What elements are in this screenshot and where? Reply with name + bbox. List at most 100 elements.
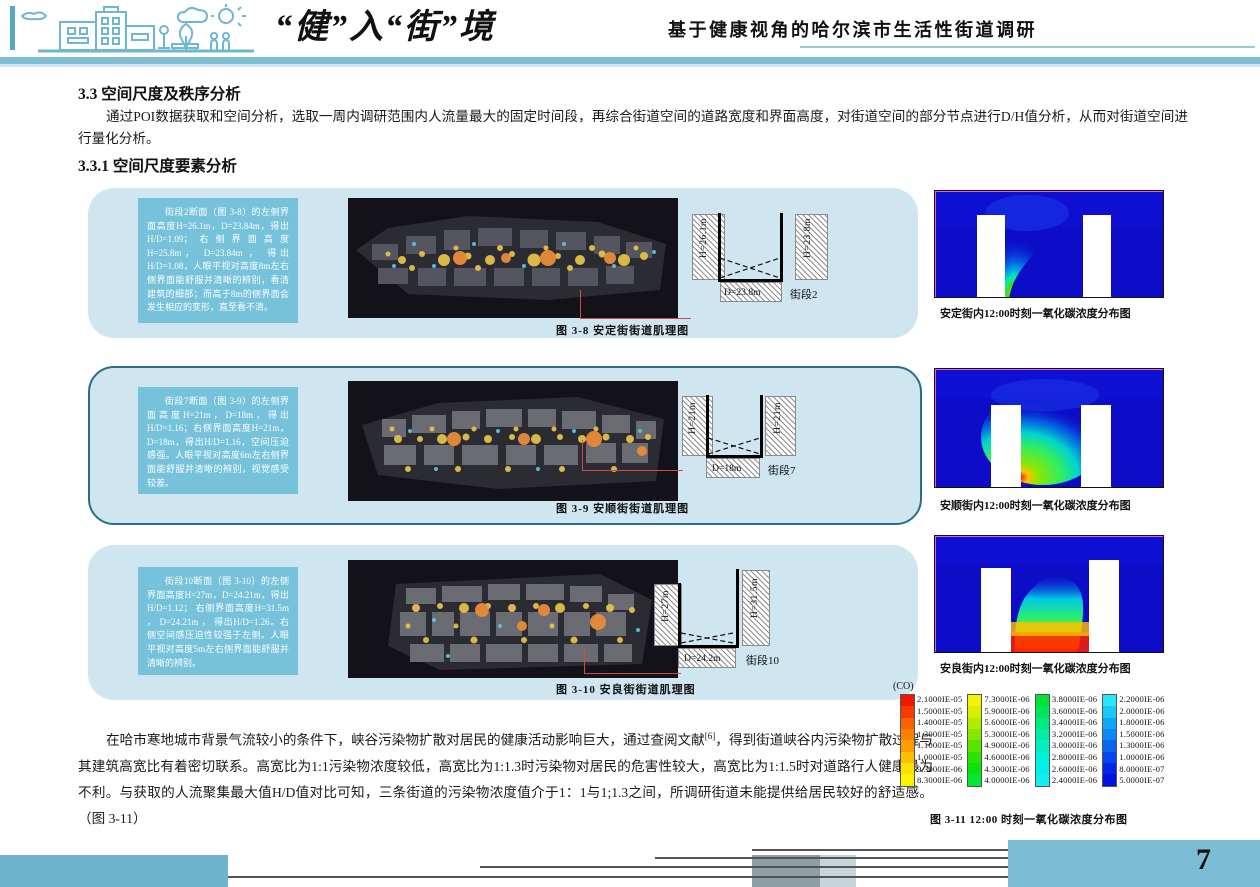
section-height-left-3: H=27m bbox=[660, 590, 671, 622]
page-title: “健”入“街”境 bbox=[275, 9, 495, 46]
section-name-3: 街段10 bbox=[746, 655, 779, 667]
legend-value: 1.3000IE-06 bbox=[1119, 740, 1165, 751]
legend-swatches-4 bbox=[1102, 694, 1118, 787]
section-leader-line-1 bbox=[580, 290, 691, 319]
legend-swatches-3 bbox=[1034, 694, 1050, 787]
concentration-legend: 2.1000IE-05 1.5000IE-05 1.4000IE-05 1.30… bbox=[900, 694, 1170, 787]
header-subtitle-rule bbox=[800, 46, 1255, 48]
footer-rule-2 bbox=[655, 857, 1008, 859]
street-section-diagram-3: H=27m H=31.5m D=24.2m 街段10 bbox=[636, 562, 826, 677]
legend-column-2: 7.3000IE-06 5.9000IE-06 5.6000IE-06 5.30… bbox=[967, 694, 1034, 787]
section-paragraph-2: 在哈市寒地城市背景气流较小的条件下，峡谷污染物扩散对居民的健康活动影响巨大，通过… bbox=[78, 723, 933, 832]
legend-value: 1.5000IE-06 bbox=[1119, 728, 1165, 739]
legend-swatches-2 bbox=[967, 694, 983, 787]
legend-values-1: 2.1000IE-05 1.5000IE-05 1.4000IE-05 1.30… bbox=[915, 694, 967, 787]
legend-value: 9.3000IE-06 bbox=[917, 763, 963, 774]
legend-values-3: 3.8000IE-06 3.6000IE-06 3.4000IE-06 3.20… bbox=[1050, 694, 1102, 787]
legend-value: 3.0000IE-06 bbox=[1051, 740, 1098, 751]
legend-value: 3.8000IE-06 bbox=[1051, 694, 1098, 704]
legend-value: 1.0000IE-06 bbox=[1119, 751, 1165, 762]
section-heading-3-3: 3.3 空间尺度及秩序分析 bbox=[78, 86, 241, 103]
figure-caption-3-11: 图 3-11 12:00 时刻一氧化碳浓度分布图 bbox=[930, 814, 1128, 826]
figure-caption-3-8: 图 3-8 安定街街道肌理图 bbox=[556, 325, 690, 337]
legend-unit-label: (CO) bbox=[893, 681, 914, 692]
paragraph-2-part-b: ，得到街道峡谷内污染物扩散过程与其建筑高宽比有着密切联系。高宽比为1:1污染物浓… bbox=[78, 732, 933, 826]
legend-value: 2.1000IE-05 bbox=[917, 694, 963, 704]
legend-value: 2.0000IE-06 bbox=[1119, 705, 1165, 716]
street-section-diagram-1: H=26.1m H=23.8m D=23.8m 街段2 bbox=[692, 200, 877, 315]
legend-value: 4.3000IE-06 bbox=[984, 763, 1030, 774]
footer-rule-4 bbox=[228, 876, 1008, 878]
legend-value: 8.3000IE-06 bbox=[917, 775, 963, 786]
cfd-caption-2: 安顺街内12:00时刻一氧化碳浓度分布图 bbox=[940, 500, 1131, 512]
analysis-note-1: 街段2断面（图 3-8）的左侧界面高度H=26.1m，D=23.84m，得出 H… bbox=[138, 198, 298, 323]
section-width-2: D=18m bbox=[712, 463, 742, 474]
header-accent-bar bbox=[10, 6, 15, 50]
cfd-caption-1: 安定街内12:00时刻一氧化碳浓度分布图 bbox=[940, 308, 1131, 320]
legend-value: 4.0000IE-06 bbox=[984, 775, 1030, 786]
legend-value: 5.0000IE-07 bbox=[1119, 775, 1165, 786]
legend-value: 2.4000IE-06 bbox=[1051, 775, 1098, 786]
analysis-note-2: 街段7断面（图 3-9）的左侧界面高度H=21m，D=18m，得出H/D=1.1… bbox=[138, 387, 298, 494]
street-section-diagram-2: H=21m H=21m D=18m 街段7 bbox=[682, 384, 867, 496]
footer-rule-3 bbox=[480, 866, 1008, 868]
section-leader-line-3 bbox=[584, 645, 681, 674]
legend-values-2: 7.3000IE-06 5.9000IE-06 5.6000IE-06 5.30… bbox=[982, 694, 1034, 787]
legend-column-3: 3.8000IE-06 3.6000IE-06 3.4000IE-06 3.20… bbox=[1034, 694, 1102, 787]
header-band-light bbox=[0, 64, 1260, 67]
footer-block-grey bbox=[752, 855, 820, 887]
legend-value: 2.8000IE-06 bbox=[1051, 751, 1098, 762]
section-height-right-3: H=31.5m bbox=[749, 578, 760, 619]
footer-block-right bbox=[1008, 840, 1260, 887]
legend-value: 4.9000IE-06 bbox=[984, 740, 1030, 751]
section-width-1: D=23.8m bbox=[724, 287, 761, 298]
legend-value: 8.0000IE-07 bbox=[1119, 763, 1165, 774]
legend-column-4: 2.2000IE-06 2.0000IE-06 1.8000IE-06 1.50… bbox=[1102, 694, 1169, 787]
legend-value: 1.0000IE-05 bbox=[917, 751, 963, 762]
footer-rule-1 bbox=[752, 849, 1008, 851]
legend-value: 5.3000IE-06 bbox=[984, 728, 1030, 739]
legend-value: 5.6000IE-06 bbox=[984, 717, 1030, 728]
legend-value: 1.8000IE-06 bbox=[1119, 717, 1165, 728]
paragraph-2-part-a: 在哈市寒地城市背景气流较小的条件下，峡谷污染物扩散对居民的健康活动影响巨大，通过… bbox=[106, 732, 705, 748]
legend-value: 2.2000IE-06 bbox=[1119, 694, 1165, 704]
street-texture-map-2 bbox=[348, 381, 678, 501]
header-subtitle: 基于健康视角的哈尔滨市生活性街道调研 bbox=[668, 20, 1037, 41]
section-height-left-2: H=21m bbox=[687, 402, 698, 434]
street-texture-map-1 bbox=[348, 198, 678, 318]
legend-values-4: 2.2000IE-06 2.0000IE-06 1.8000IE-06 1.50… bbox=[1117, 694, 1169, 787]
footer-block-left bbox=[0, 855, 228, 887]
footer-block-light-grey bbox=[820, 855, 856, 887]
legend-value: 2.6000IE-06 bbox=[1051, 763, 1098, 774]
legend-value: 1.5000IE-05 bbox=[917, 705, 963, 716]
city-skyline-icon bbox=[18, 4, 258, 54]
section-height-left-1: H=26.1m bbox=[698, 218, 709, 259]
cfd-image-2 bbox=[934, 368, 1164, 488]
street-texture-map-3 bbox=[348, 560, 678, 678]
legend-value: 4.6000IE-06 bbox=[984, 751, 1030, 762]
analysis-note-3: 街段10断面（图 3-10）的左侧界面高度H=27m，D=24.21m，得出H/… bbox=[138, 567, 298, 675]
section-leader-line-2 bbox=[582, 440, 683, 471]
cfd-caption-3: 安良街内12:00时刻一氧化碳浓度分布图 bbox=[940, 663, 1131, 675]
page-header: “健”入“街”境 基于健康视角的哈尔滨市生活性街道调研 bbox=[0, 0, 1260, 67]
page-number: 7 bbox=[1196, 843, 1211, 876]
legend-value: 5.9000IE-06 bbox=[984, 705, 1030, 716]
header-band bbox=[0, 57, 1260, 64]
section-height-right-1: H=23.8m bbox=[802, 218, 813, 259]
legend-swatches-1 bbox=[900, 694, 915, 787]
section-name-2: 街段7 bbox=[768, 465, 796, 477]
legend-column-1: 2.1000IE-05 1.5000IE-05 1.4000IE-05 1.30… bbox=[900, 694, 967, 787]
legend-value: 3.6000IE-06 bbox=[1051, 705, 1098, 716]
section-width-3: D=24.2m bbox=[684, 653, 721, 664]
legend-value: 3.2000IE-06 bbox=[1051, 728, 1098, 739]
figure-caption-3-9: 图 3-9 安顺街街道肌理图 bbox=[556, 503, 690, 515]
legend-value: 1.1000IE-05 bbox=[917, 740, 963, 751]
cfd-image-1 bbox=[934, 190, 1164, 298]
cfd-image-3 bbox=[934, 535, 1164, 653]
section-heading-3-3-1: 3.3.1 空间尺度要素分析 bbox=[78, 158, 237, 175]
legend-value: 1.4000IE-05 bbox=[917, 717, 963, 728]
figure-caption-3-10: 图 3-10 安良街街道肌理图 bbox=[556, 684, 696, 696]
legend-value: 1.3000IE-05 bbox=[917, 728, 963, 739]
section-height-right-2: H=21m bbox=[772, 402, 783, 434]
legend-value: 3.4000IE-06 bbox=[1051, 717, 1098, 728]
